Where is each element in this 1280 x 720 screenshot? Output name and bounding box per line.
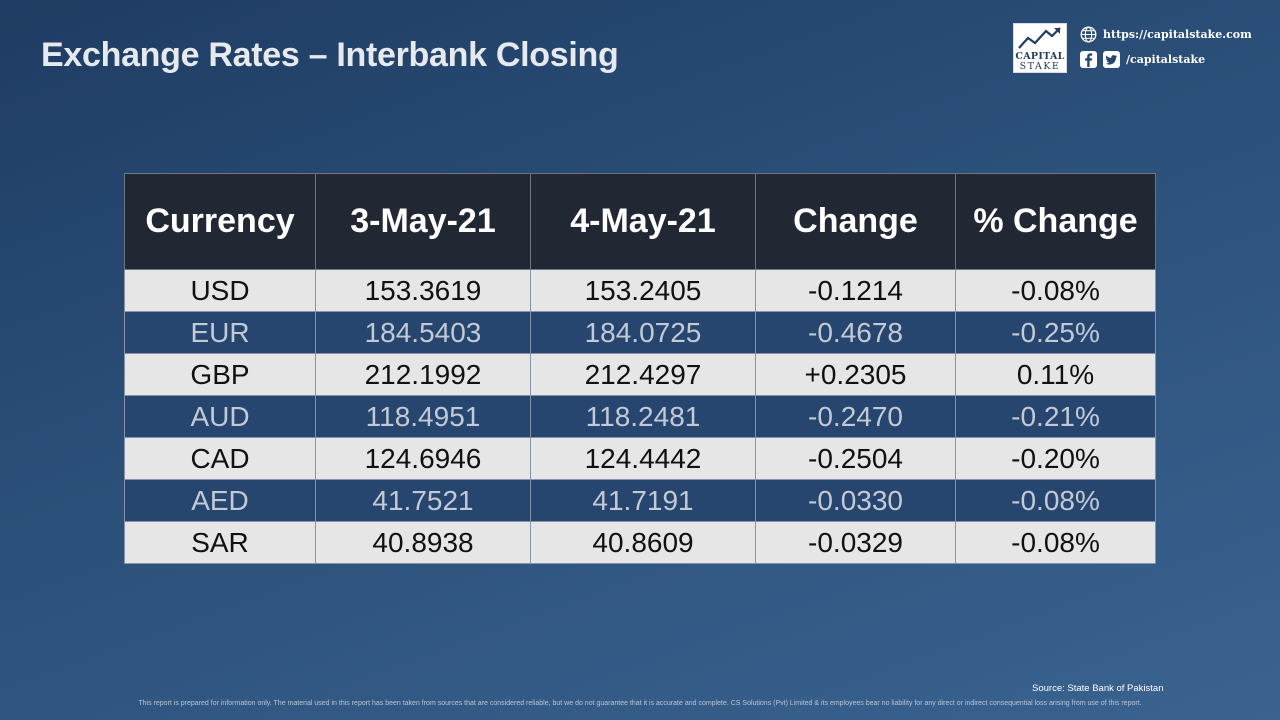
cell-change: -0.4678 [755,311,956,354]
header-pct-change: % Change [955,173,1156,270]
cell-rate-4-may: 212.4297 [530,353,756,396]
cell-rate-3-may: 40.8938 [315,521,531,564]
table-row: AUD 118.4951 118.2481 -0.2470 -0.21% [124,395,1156,438]
exchange-rates-table: Currency 3-May-21 4-May-21 Change % Chan… [124,173,1156,564]
website-link[interactable]: https://capitalstake.com [1080,26,1252,43]
social-links: /capitalstake [1080,51,1205,68]
cell-rate-3-may: 41.7521 [315,479,531,522]
cell-currency: USD [124,269,316,312]
cell-rate-4-may: 40.8609 [530,521,756,564]
chart-arrow-icon [1018,27,1061,49]
cell-pct-change: -0.21% [955,395,1156,438]
social-handle[interactable]: /capitalstake [1126,53,1206,66]
twitter-icon[interactable] [1103,51,1120,68]
capital-stake-logo[interactable]: CAPITAL STAKE [1013,23,1067,73]
table-row: GBP 212.1992 212.4297 +0.2305 0.11% [124,353,1156,396]
exchange-rates-table-container: Currency 3-May-21 4-May-21 Change % Chan… [124,173,1156,564]
table-row: EUR 184.5403 184.0725 -0.4678 -0.25% [124,311,1156,354]
facebook-icon[interactable] [1080,51,1097,68]
cell-rate-4-may: 184.0725 [530,311,756,354]
cell-rate-3-may: 124.6946 [315,437,531,480]
table-header-row: Currency 3-May-21 4-May-21 Change % Chan… [124,173,1156,270]
cell-currency: SAR [124,521,316,564]
page-title: Exchange Rates – Interbank Closing [41,36,619,74]
header-change: Change [755,173,956,270]
cell-change: -0.1214 [755,269,956,312]
cell-rate-4-may: 153.2405 [530,269,756,312]
cell-change: +0.2305 [755,353,956,396]
table-row: SAR 40.8938 40.8609 -0.0329 -0.08% [124,521,1156,564]
cell-rate-3-may: 184.5403 [315,311,531,354]
cell-pct-change: 0.11% [955,353,1156,396]
cell-currency: CAD [124,437,316,480]
website-url: https://capitalstake.com [1103,28,1252,41]
cell-pct-change: -0.08% [955,479,1156,522]
cell-currency: GBP [124,353,316,396]
table-row: USD 153.3619 153.2405 -0.1214 -0.08% [124,269,1156,312]
header-4-may: 4-May-21 [530,173,756,270]
globe-icon [1080,26,1097,43]
table-row: CAD 124.6946 124.4442 -0.2504 -0.20% [124,437,1156,480]
cell-pct-change: -0.08% [955,269,1156,312]
disclaimer-text: This report is prepared for information … [138,700,1142,707]
header-3-may: 3-May-21 [315,173,531,270]
cell-rate-4-may: 118.2481 [530,395,756,438]
logo-text-capital: CAPITAL [1015,51,1065,62]
cell-change: -0.2470 [755,395,956,438]
table-row: AED 41.7521 41.7191 -0.0330 -0.08% [124,479,1156,522]
cell-rate-4-may: 41.7191 [530,479,756,522]
cell-currency: AUD [124,395,316,438]
cell-currency: AED [124,479,316,522]
cell-rate-3-may: 153.3619 [315,269,531,312]
cell-rate-3-may: 212.1992 [315,353,531,396]
cell-pct-change: -0.08% [955,521,1156,564]
cell-rate-3-may: 118.4951 [315,395,531,438]
cell-pct-change: -0.20% [955,437,1156,480]
cell-change: -0.2504 [755,437,956,480]
header-currency: Currency [124,173,316,270]
source-note: Source: State Bank of Pakistan [1032,683,1164,694]
cell-rate-4-may: 124.4442 [530,437,756,480]
cell-currency: EUR [124,311,316,354]
cell-change: -0.0329 [755,521,956,564]
cell-pct-change: -0.25% [955,311,1156,354]
logo-text-stake: STAKE [1019,61,1061,72]
cell-change: -0.0330 [755,479,956,522]
